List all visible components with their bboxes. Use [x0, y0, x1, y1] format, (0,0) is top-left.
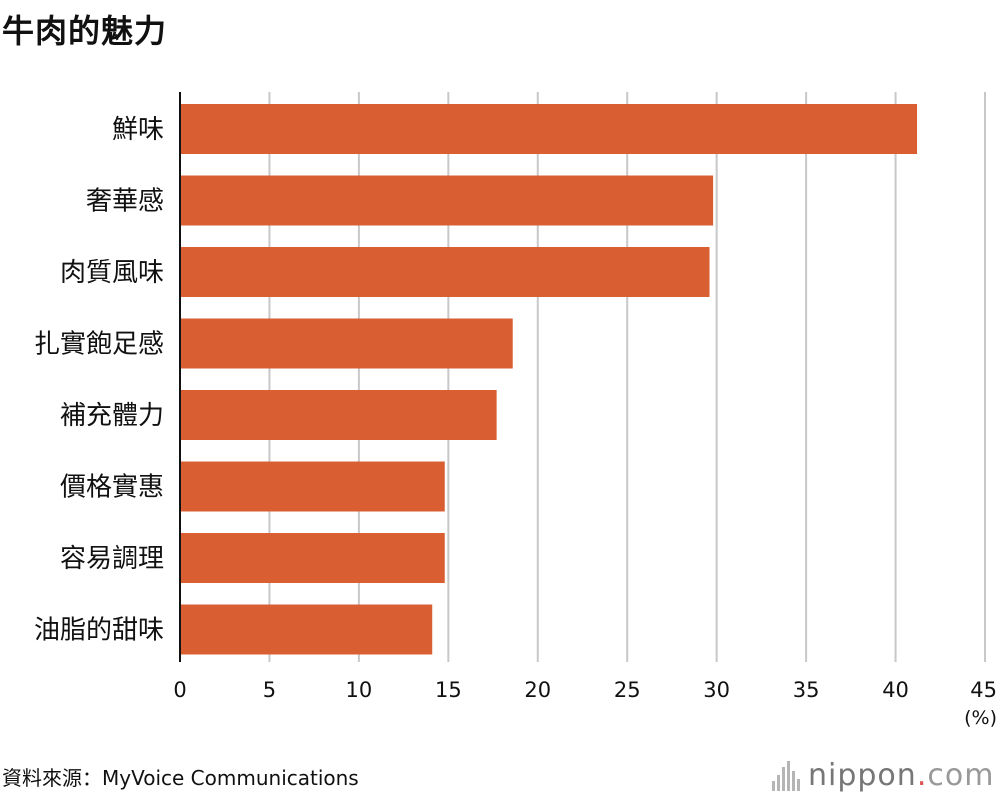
category-label: 油脂的甜味 — [34, 616, 164, 646]
x-tick-label: 10 — [346, 678, 373, 702]
category-label: 補充體力 — [60, 401, 164, 431]
bar — [180, 318, 513, 369]
bar — [180, 533, 445, 583]
bar — [180, 461, 445, 512]
x-tick-label: 5 — [263, 678, 276, 702]
bars — [180, 104, 918, 655]
logo-mark-icon — [772, 760, 800, 791]
bar — [180, 175, 714, 226]
x-tick-label: 35 — [793, 678, 820, 702]
category-label: 鮮味 — [112, 115, 164, 145]
logo-tld: com — [927, 758, 995, 793]
bar — [180, 390, 497, 440]
bar — [180, 604, 433, 655]
chart-title: 牛肉的魅力 — [2, 12, 168, 50]
source-note: 資料來源：MyVoice Communications — [2, 766, 359, 790]
x-tick-label: 25 — [614, 678, 641, 702]
category-label: 容易調理 — [60, 544, 164, 574]
category-label: 肉質風味 — [60, 258, 164, 288]
category-label: 奢華感 — [86, 187, 164, 217]
nippon-logo: nippon.com — [772, 758, 994, 793]
bar — [180, 104, 918, 154]
x-tick-label: 15 — [435, 678, 462, 702]
logo-dot: . — [916, 758, 928, 793]
bar — [180, 247, 710, 297]
x-tick-label: 30 — [703, 678, 730, 702]
unit-label: (%) — [964, 707, 997, 729]
category-label: 扎實飽足感 — [34, 330, 164, 360]
logo-name: nippon — [808, 758, 917, 793]
x-tick-labels: 0 5 10 15 20 25 30 35 40 45 — [173, 678, 997, 702]
x-tick-label: 0 — [173, 678, 186, 702]
x-tick-label: 40 — [882, 678, 909, 702]
x-tick-label: 45 — [970, 678, 997, 702]
category-label: 價格實惠 — [60, 473, 164, 503]
x-tick-label: 20 — [524, 678, 551, 702]
